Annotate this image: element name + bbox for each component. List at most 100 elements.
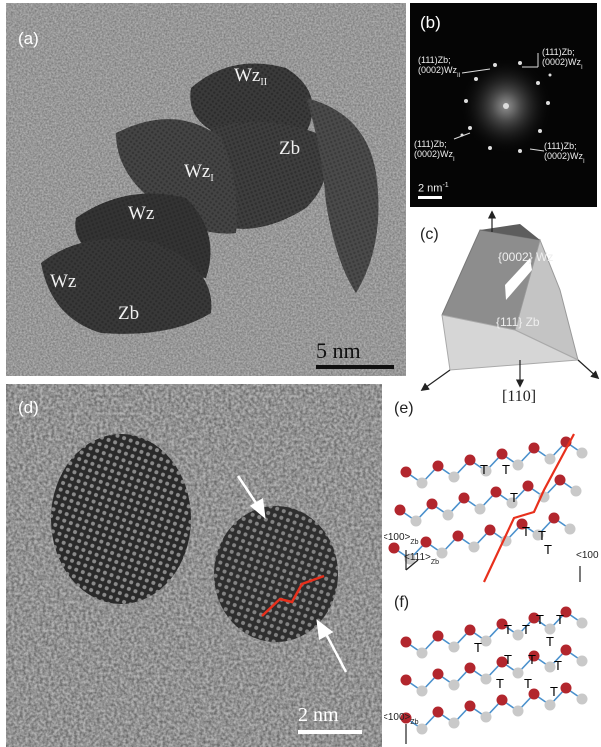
- grey-atom: [480, 711, 492, 723]
- grey-atom: [512, 459, 524, 471]
- scale-bar-a: [316, 365, 394, 369]
- red-atom: [560, 682, 572, 694]
- grey-atom: [480, 635, 492, 647]
- gap-slab: [505, 258, 532, 300]
- grey-atom: [448, 471, 460, 483]
- grain-label-zb-bottom: Zb: [118, 303, 140, 324]
- red-atom: [400, 674, 412, 686]
- grey-atom: [576, 447, 588, 459]
- grey-atom: [448, 717, 460, 729]
- grey-atom: [480, 673, 492, 685]
- red-atom: [452, 530, 464, 542]
- tetra-mark: T: [522, 524, 530, 539]
- tetra-mark: T: [504, 652, 512, 667]
- grain-label-wz-i: WzI: [184, 161, 214, 184]
- grey-atom: [410, 515, 422, 527]
- tetra-mark: T: [496, 676, 504, 691]
- tetra-mark: T: [502, 462, 510, 477]
- grey-atom: [512, 629, 524, 641]
- red-atom: [400, 636, 412, 648]
- panel-e-atomic-model: (e) <100>Zb <111>Zb <100 T T T T T T: [384, 400, 601, 590]
- red-atom: [490, 486, 502, 498]
- axis-right-label-e: <100: [576, 550, 599, 561]
- grey-atom: [500, 535, 512, 547]
- wz-face-label: {0002} Wz: [498, 250, 554, 264]
- grey-atom: [544, 661, 556, 673]
- zb-face-label: {111} Zb: [496, 315, 540, 329]
- axis-100-label-f: <100>Zb: [384, 712, 419, 726]
- tetra-mark: T: [474, 640, 482, 655]
- tetra-mark: T: [504, 622, 512, 637]
- grey-atom: [416, 685, 428, 697]
- red-atom: [464, 454, 476, 466]
- scale-bar-b-label: 2 nm-1: [418, 182, 449, 195]
- panel-e-label: (e): [394, 400, 414, 417]
- red-atom: [394, 504, 406, 516]
- red-atom: [432, 668, 444, 680]
- panel-f-label: (f): [394, 594, 410, 611]
- red-atom: [496, 448, 508, 460]
- red-atom: [560, 644, 572, 656]
- grey-atom: [544, 623, 556, 635]
- red-atom: [528, 688, 540, 700]
- grey-atom: [480, 465, 492, 477]
- grey-atom: [448, 679, 460, 691]
- axis-arrow-111-e: [405, 559, 419, 571]
- red-atom: [528, 650, 540, 662]
- grey-atom: [468, 541, 480, 553]
- red-atom: [400, 466, 412, 478]
- atomic-model-e: [388, 433, 588, 583]
- grain-label-wz-ii: WzII: [234, 65, 268, 88]
- red-atom: [528, 442, 540, 454]
- red-atom: [458, 492, 470, 504]
- red-atom: [560, 606, 572, 618]
- grey-atom: [506, 497, 518, 509]
- grey-atom: [564, 523, 576, 535]
- red-atom: [432, 630, 444, 642]
- top-dark-facet: [480, 224, 540, 240]
- tetra-mark: T: [556, 612, 564, 627]
- grey-atom: [512, 667, 524, 679]
- grey-atom: [544, 453, 556, 465]
- grey-atom: [404, 553, 416, 565]
- tetra-mark: T: [554, 658, 562, 673]
- twin-boundary-line: [261, 574, 325, 617]
- fft-spot-label-2: (111)Zb; (0002)WzI: [542, 47, 583, 71]
- grain-label-wz-left: Wz: [50, 271, 77, 292]
- grey-atom: [576, 655, 588, 667]
- red-atom: [464, 662, 476, 674]
- grey-atom: [416, 723, 428, 735]
- red-atom: [528, 612, 540, 624]
- tetra-mark: T: [480, 462, 488, 477]
- grain-label-zb-top: Zb: [279, 138, 301, 159]
- red-atom: [548, 512, 560, 524]
- tetra-mark: T: [528, 652, 536, 667]
- fft-spot-label-4: (111)Zb; (0002)WzI: [544, 141, 585, 165]
- grey-atom: [416, 477, 428, 489]
- grey-atom: [448, 641, 460, 653]
- atomic-model-f: [400, 606, 588, 744]
- boundary-arrows: [236, 475, 348, 673]
- grain-label-wz-mid: Wz: [128, 203, 155, 224]
- scale-bar-d-label: 2 nm: [298, 704, 339, 726]
- grey-atom: [436, 547, 448, 559]
- polyhedron-drawing: [420, 210, 600, 391]
- grey-atom: [416, 647, 428, 659]
- grey-atom: [576, 617, 588, 629]
- panel-c-label: (c): [420, 226, 439, 243]
- panel-c-polyhedron: (c) {0002} Wz {111} Zb [110]: [410, 210, 601, 410]
- axis-100-label-e: <100>Zb: [384, 532, 419, 546]
- grey-atom: [474, 503, 486, 515]
- red-atom: [400, 712, 412, 724]
- fft-spots: [460, 61, 552, 153]
- tetra-mark: T: [538, 528, 546, 543]
- red-atom: [516, 518, 528, 530]
- red-atom: [484, 524, 496, 536]
- grey-atom: [512, 705, 524, 717]
- tetra-mark: T: [510, 490, 518, 505]
- red-atom: [496, 618, 508, 630]
- twin-boundary-e: [483, 433, 575, 583]
- panel-a-tem-image: (a) WzII Zb WzI Wz Wz Zb 5 nm: [6, 3, 406, 376]
- panel-a-label: (a): [18, 29, 39, 48]
- panel-b-label: (b): [420, 13, 441, 32]
